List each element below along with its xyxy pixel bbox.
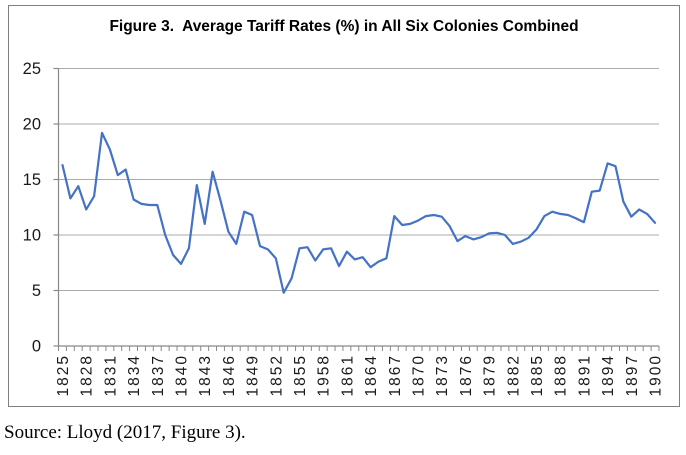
y-tick-label: 20 [23, 116, 41, 134]
y-tick-label: 10 [23, 227, 41, 245]
x-tick-label: 1864 [363, 354, 380, 396]
x-tick-label: 1958 [316, 354, 333, 396]
x-tick-label: 1885 [529, 354, 546, 396]
x-tick-label: 1843 [197, 354, 214, 396]
y-tick-label: 5 [32, 282, 41, 300]
x-tick-label: 1837 [150, 354, 167, 396]
x-tick-label: 1840 [173, 354, 190, 396]
tariff-rate-line [61, 131, 657, 294]
x-tick-label: 1888 [553, 354, 570, 396]
x-tick-label: 1828 [79, 354, 96, 396]
x-tick-label: 1831 [102, 354, 119, 396]
x-tick-label: 1879 [482, 354, 499, 396]
x-tick-label: 1873 [434, 354, 451, 396]
x-tick-label: 1849 [245, 354, 262, 396]
x-tick-label: 1861 [339, 354, 356, 396]
x-tick-label: 1891 [576, 354, 593, 396]
x-tick-label: 1834 [126, 354, 143, 396]
y-tick-label: 25 [23, 60, 41, 78]
x-tick-label: 1894 [600, 354, 617, 396]
x-tick-label: 1855 [292, 354, 309, 396]
source-note: Source: Lloyd (2017, Figure 3). [4, 422, 246, 443]
x-tick-label: 1825 [55, 354, 72, 396]
x-tick-label: 1897 [624, 354, 641, 396]
chart-frame [8, 5, 680, 407]
x-tick-label: 1900 [648, 354, 665, 396]
x-tick-label: 1867 [387, 354, 404, 396]
x-tick-label: 1852 [268, 354, 285, 396]
y-tick-label: 0 [32, 338, 41, 356]
x-tick-label: 1882 [505, 354, 522, 396]
plot-area: 0 5 10 15 20 25 1825 1828 1831 1834 1837 1840 1843 18… [23, 60, 665, 396]
x-tick-label: 1876 [458, 354, 475, 396]
y-tick-label: 15 [23, 171, 41, 189]
chart-title: Figure 3. Average Tariff Rates (%) in Al… [109, 18, 578, 35]
x-tick-label: 1846 [221, 354, 238, 396]
x-tick-label: 1870 [411, 354, 428, 396]
